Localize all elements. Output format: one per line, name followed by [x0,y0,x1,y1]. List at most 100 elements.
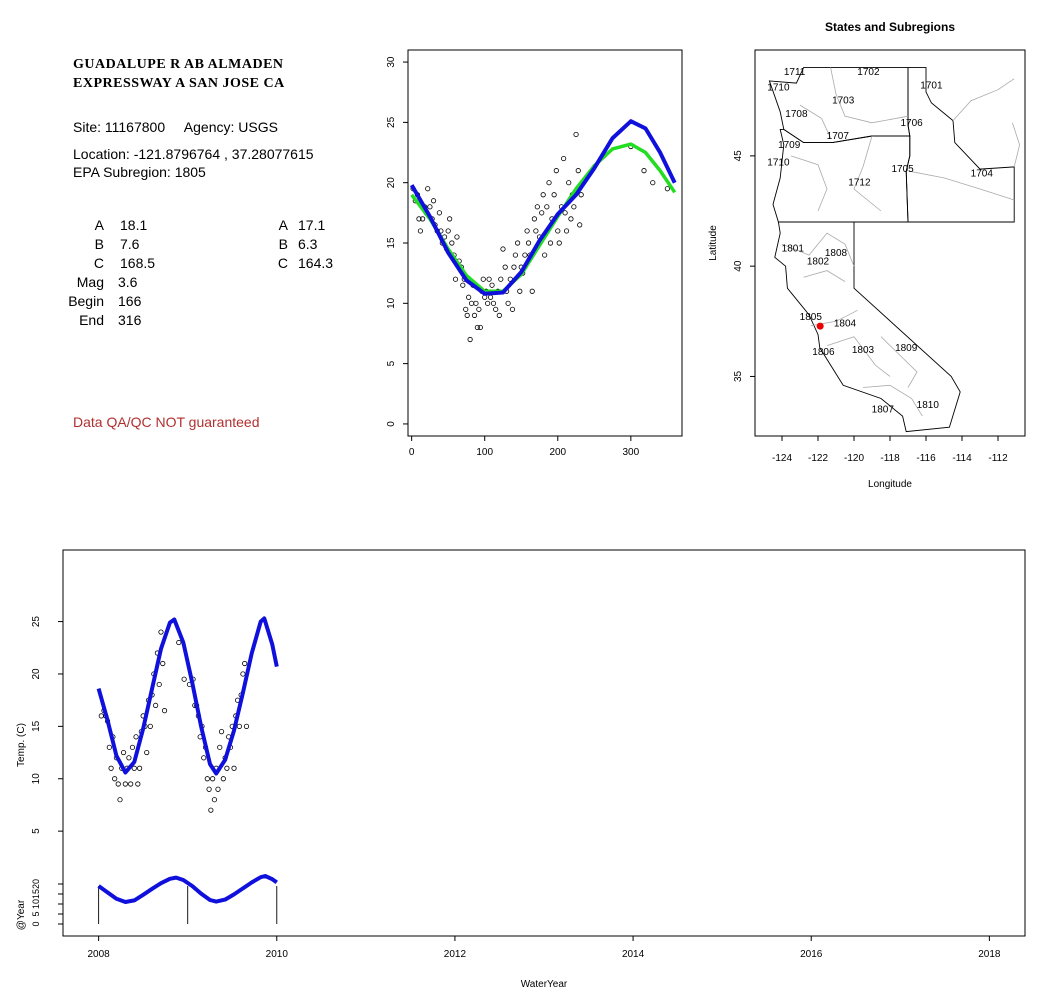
timeseries-data-point [126,755,132,761]
map-region-label: 1807 [872,405,895,416]
timeseries-data-point [156,681,162,688]
param-c1-label: C [93,255,104,271]
map-region-label: 1702 [857,67,880,78]
season-data-point [468,300,475,306]
season-data-point [568,216,574,222]
map-region-label: 1810 [917,400,940,411]
season-data-point [449,240,455,246]
timeseries-data-point [147,723,153,729]
season-data-point [480,276,486,282]
site-info-panel: GUADALUPE R AB ALMADEN EXPRESSWAY A SAN … [0,0,380,460]
season-x-tick-label: 100 [476,447,493,458]
season-y-tick-label: 10 [386,297,397,309]
season-data-point [553,168,559,174]
timeseries-y-tick-label: 20 [31,668,42,680]
season-data-point [562,210,568,216]
timeseries-data-point [224,765,230,771]
timeseries-data-point [120,749,127,756]
season-data-point [471,312,478,318]
season-data-point [539,210,545,216]
season-data-point [474,324,481,331]
season-data-point [641,168,647,174]
map-region-label: 1806 [812,347,835,358]
param-c2-value: 164.3 [298,255,334,271]
timeseries-data-point [206,786,212,792]
map-state-california [774,221,961,433]
timeseries-x-tick-label: 2012 [444,949,467,960]
timeseries-data-point [144,749,150,756]
timeseries-data-point [112,776,118,782]
map-x-axis-label: Longitude [868,479,912,490]
season-fit-line-green [410,142,677,294]
timeseries-x-tick-label: 2018 [978,949,1001,960]
season-data-point [485,300,491,306]
season-y-tick-label: 25 [386,116,397,128]
map-region-label: 1707 [827,131,850,142]
season-data-point [546,180,552,186]
season-data-point [575,168,581,174]
map-subregion-boundary [853,135,882,212]
season-data-point [417,228,424,234]
map-subregion-boundary [826,336,891,377]
map-y-tick-label: 45 [733,150,744,162]
timeseries-year-axis-label: @Year [16,899,27,930]
season-y-tick-label: 15 [386,237,397,249]
timeseries-y-tick-label: 10 [31,773,42,785]
map-subregion-boundary [909,170,1015,201]
timeseries-data-point [122,781,128,787]
site-name-line1: GUADALUPE R AB ALMADEN [73,57,284,72]
map-x-tick-label: -112 [988,453,1008,464]
map-subregion-boundary [862,384,923,417]
season-data-point [420,216,426,222]
map-region-label: 1804 [834,319,857,330]
timeseries-data-point [242,660,248,667]
timeseries-x-tick-label: 2016 [800,949,823,960]
season-data-point [525,240,532,246]
season-data-point [467,336,473,343]
timeseries-data-point [115,781,121,787]
season-data-point [517,288,523,294]
site-subregion: EPA Subregion: 1805 [73,164,206,180]
timeseries-data-point [176,639,182,646]
season-data-point [477,324,483,331]
map-subregion-boundary [781,232,855,267]
map-region-label: 1701 [920,80,943,91]
timeseries-data-point [117,797,123,803]
season-x-tick-label: 0 [409,447,415,458]
param-b1-label: B [94,236,104,252]
season-x-tick-label: 300 [623,447,640,458]
timeseries-y-axis-label: Temp. (C) [16,723,27,767]
param-b2-label: B [278,236,288,252]
season-data-point [551,192,557,198]
map-region-label: 1705 [891,164,914,175]
param-begin-value: 166 [118,293,142,309]
param-row-end: End 316 [60,312,260,332]
season-data-point [578,192,584,198]
season-y-tick-label: 5 [386,360,397,366]
season-data-point [561,155,567,162]
season-data-point [529,288,535,294]
param-a2-label: A [278,217,288,233]
map-subregion-boundary [799,104,831,139]
season-fit-line-blue [409,119,677,296]
param-row-a: A 18.1 A 17.1 [60,217,326,237]
season-data-point [533,228,539,234]
timeseries-data-point [201,755,207,761]
param-row-mag: Mag 3.6 [60,274,260,294]
timeseries-y-tick-label: 15 [31,720,42,732]
season-data-point [464,312,470,318]
map-title: States and Subregions [825,20,955,34]
timeseries-data-point [160,660,166,667]
season-data-point [524,228,530,234]
map-region-label: 1808 [825,248,848,259]
timeseries-data-point [243,723,250,729]
map-region-label: 1703 [832,96,855,107]
map-region-label: 1706 [900,118,923,129]
param-row-b: B 7.6 B 6.3 [60,236,318,256]
timeseries-data-point [211,797,218,803]
param-a1-value: 18.1 [120,217,148,233]
season-data-point [511,264,517,270]
timeseries-y-tick-label: 5 [31,828,42,834]
season-x-tick-label: 200 [549,447,566,458]
